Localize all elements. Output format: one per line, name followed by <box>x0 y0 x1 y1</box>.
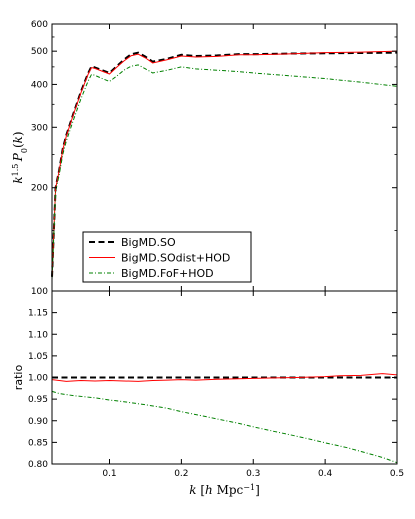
y-tick-label: 1.15 <box>28 309 48 319</box>
series-line-bigmd-fof-hod <box>51 64 398 280</box>
ratio-panel: 0.80 0.85 0.90 0.95 1.00 1.05 1.10 1.15 0.1 0.2 0.… <box>12 290 404 498</box>
y-tick-label: 100 <box>31 287 48 297</box>
legend-label: BigMD.SO <box>121 236 176 249</box>
legend-label: BigMD.FoF+HOD <box>121 267 214 280</box>
x-tick-label: 0.4 <box>318 469 333 479</box>
series-line-bigmd-fof-hod <box>51 390 398 464</box>
x-axis-label: k [h Mpc−1] <box>189 483 260 498</box>
x-tick-label: 0.2 <box>174 469 188 479</box>
y-tick-label: 200 <box>31 184 48 194</box>
legend: BigMD.SO BigMD.SOdist+HOD BigMD.FoF+HOD <box>82 231 252 283</box>
y-axis-label: k1.5 P0(k) <box>11 131 29 183</box>
x-tick-label: 0.5 <box>390 469 404 479</box>
y-axis-label: ratio <box>12 365 25 391</box>
y-tick-label: 1.05 <box>28 352 48 362</box>
y-tick-label: 1.00 <box>28 374 48 384</box>
legend-label: BigMD.SOdist+HOD <box>121 252 230 265</box>
y-tick-label: 0.95 <box>28 395 48 405</box>
series-line-bigmd-sodist-hod <box>51 373 398 382</box>
x-tick-label: 0.3 <box>246 469 260 479</box>
y-tick-label: 1.10 <box>28 330 48 340</box>
y-tick-label: 600 <box>31 20 48 30</box>
y-tick-label: 0.85 <box>28 438 48 448</box>
plot-frame <box>51 290 398 465</box>
y-tick-label: 300 <box>31 123 48 133</box>
series-line-bigmd-sodist-hod <box>51 50 398 277</box>
y-tick-label: 500 <box>31 47 48 57</box>
y-tick-label: 0.80 <box>28 460 48 470</box>
x-tick-label: 0.1 <box>102 469 116 479</box>
y-tick-label: 400 <box>31 80 48 90</box>
y-tick-label: 0.90 <box>28 417 48 427</box>
